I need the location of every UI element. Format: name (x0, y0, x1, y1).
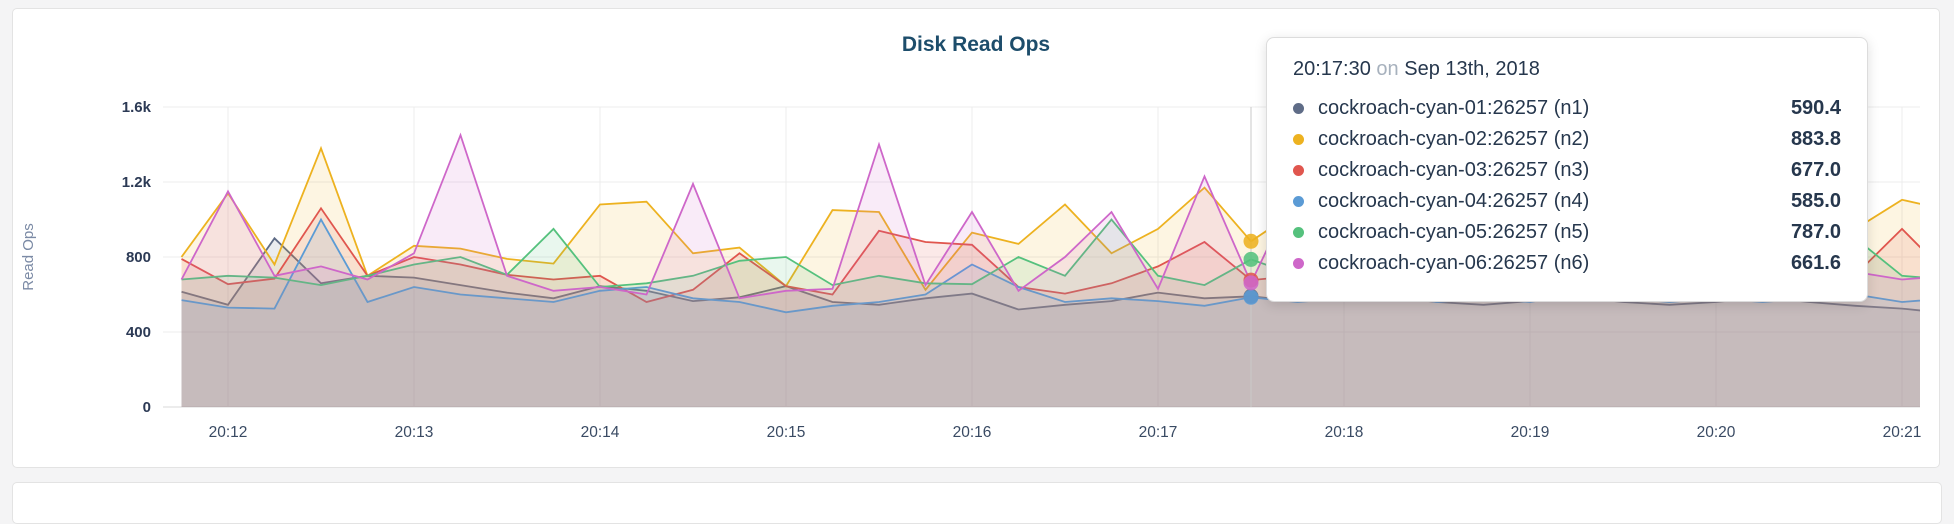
series-color-dot-icon (1293, 165, 1304, 176)
tooltip-series-row: cockroach-cyan-05:26257 (n5) 787.0 (1293, 217, 1841, 248)
hover-tooltip: 20:17:30 on Sep 13th, 2018 cockroach-cya… (1266, 37, 1868, 302)
series-color-dot-icon (1293, 134, 1304, 145)
hover-point (1243, 275, 1259, 291)
series-area (181, 219, 1920, 407)
series-area (181, 148, 1920, 407)
y-axis-tick-label: 400 (126, 324, 151, 341)
series-value: 677.0 (1790, 159, 1841, 181)
hover-point (1243, 289, 1259, 305)
series-color-dot-icon (1293, 258, 1304, 269)
tooltip-series-row: cockroach-cyan-04:26257 (n4) 585.0 (1293, 186, 1841, 217)
series-value: 590.4 (1790, 97, 1841, 119)
series-label: cockroach-cyan-01:26257 (n1) (1318, 97, 1590, 119)
series-value: 585.0 (1790, 190, 1841, 212)
series-label: cockroach-cyan-04:26257 (n4) (1318, 190, 1590, 212)
tooltip-series-row: cockroach-cyan-03:26257 (n3) 677.0 (1293, 155, 1841, 186)
series-color-dot-icon (1293, 103, 1304, 114)
x-axis-tick-label: 20:20 (1697, 424, 1736, 441)
tooltip-header: 20:17:30 on Sep 13th, 2018 (1293, 58, 1841, 81)
x-axis-tick-label: 20:21 (1883, 424, 1922, 441)
series-label: cockroach-cyan-06:26257 (n6) (1318, 252, 1590, 274)
y-axis-tick-label: 0 (143, 399, 151, 416)
tooltip-series-row: cockroach-cyan-02:26257 (n2) 883.8 (1293, 124, 1841, 155)
x-axis-tick-label: 20:17 (1139, 424, 1178, 441)
y-axis-tick-label: 1.6k (122, 99, 152, 116)
series-value: 883.8 (1790, 128, 1841, 150)
x-axis-tick-label: 20:15 (767, 424, 806, 441)
series-area (181, 208, 1920, 407)
series-value: 661.6 (1790, 252, 1841, 274)
tooltip-date: Sep 13th, 2018 (1404, 58, 1540, 80)
series-value: 787.0 (1790, 221, 1841, 243)
series-line (181, 236, 1920, 312)
chart-plot-area[interactable]: 0 400 800 1.2k 1.6k 20:12 20:13 20:14 20:15 20:16… (13, 67, 1939, 467)
tooltip-on-word: on (1376, 58, 1399, 80)
chart-card: Disk Read Ops 0 400 800 1.2k 1.6k 20:12 20:13 2… (12, 8, 1940, 468)
series-area (181, 219, 1920, 407)
series-area (181, 238, 1920, 407)
tooltip-series-list: cockroach-cyan-01:26257 (n1) 590.4 cockroa… (1293, 93, 1841, 279)
series-color-dot-icon (1293, 227, 1304, 238)
hover-point (1243, 251, 1259, 267)
chart-title: Disk Read Ops (901, 33, 1051, 56)
tooltip-series-row: cockroach-cyan-01:26257 (n1) 590.4 (1293, 93, 1841, 124)
y-axis-title: Read Ops (20, 223, 37, 291)
y-axis-tick-label: 1.2k (122, 174, 152, 191)
x-axis-tick-label: 20:12 (209, 424, 248, 441)
line-chart[interactable]: 0 400 800 1.2k 1.6k 20:12 20:13 20:14 20:15 20:16… (13, 67, 1939, 467)
series-label: cockroach-cyan-03:26257 (n3) (1318, 159, 1590, 181)
tooltip-time: 20:17:30 (1293, 58, 1371, 80)
series-color-dot-icon (1293, 196, 1304, 207)
y-axis-tick-label: 800 (126, 249, 151, 266)
x-axis-tick-label: 20:16 (953, 424, 992, 441)
series-label: cockroach-cyan-05:26257 (n5) (1318, 221, 1590, 243)
series-label: cockroach-cyan-02:26257 (n2) (1318, 128, 1590, 150)
x-axis-tick-label: 20:13 (395, 424, 434, 441)
series-area (181, 135, 1920, 407)
tooltip-series-row: cockroach-cyan-06:26257 (n6) 661.6 (1293, 248, 1841, 279)
x-axis-tick-label: 20:19 (1511, 424, 1550, 441)
hover-point (1243, 233, 1259, 249)
next-card-edge (12, 482, 1942, 524)
x-axis-tick-label: 20:14 (581, 424, 620, 441)
x-axis-tick-label: 20:18 (1325, 424, 1364, 441)
